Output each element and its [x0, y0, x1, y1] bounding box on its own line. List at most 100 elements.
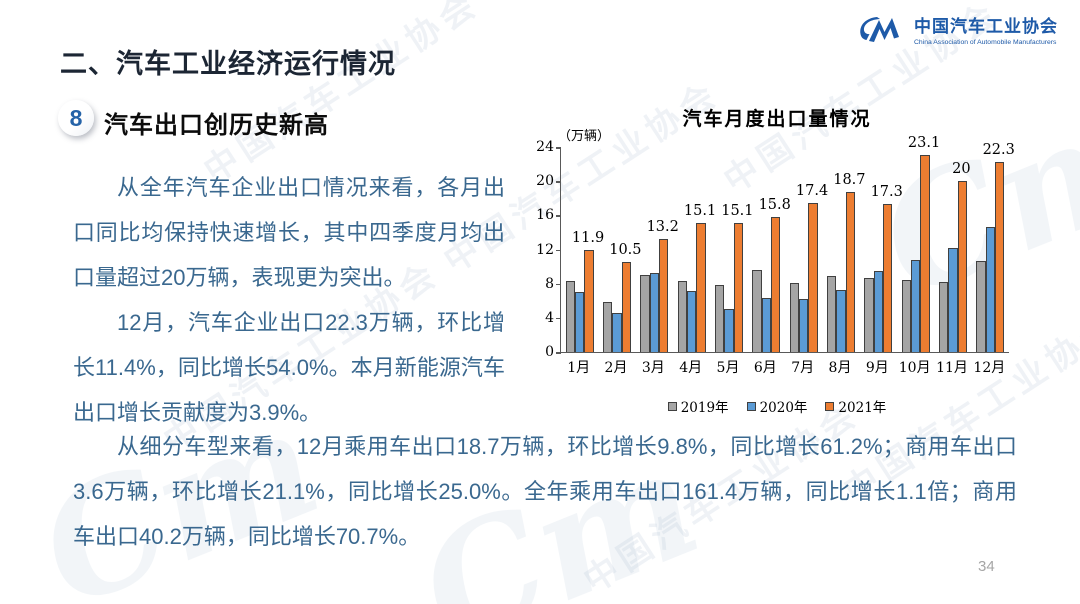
- bar-2020年-10月: [910, 259, 921, 352]
- y-axis-tick-label: 12: [536, 241, 554, 258]
- bar-value-label: 15.8: [758, 197, 791, 214]
- y-axis-tick-label: 8: [545, 275, 554, 292]
- bar-2020年-7月: [798, 299, 809, 352]
- y-axis-tick-mark: [556, 249, 561, 251]
- section-number-badge: 8: [58, 100, 94, 136]
- y-axis-tick-label: 20: [536, 173, 554, 190]
- y-axis-tick-label: 16: [536, 207, 554, 224]
- x-axis-tick-label: 12月: [973, 360, 1006, 376]
- bar-2020年-3月: [649, 273, 660, 352]
- bar-2021年-5月: [733, 223, 744, 352]
- bar-value-label: 13.2: [646, 219, 679, 236]
- topic-heading: 汽车出口创历史新高: [104, 112, 329, 139]
- x-axis-tick-label: 5月: [716, 360, 740, 376]
- legend-swatch: [746, 401, 756, 411]
- x-axis-tick-label: 8月: [828, 360, 852, 376]
- bar-2021年-6月: [771, 217, 781, 352]
- legend-item-2019年: 2019年: [667, 396, 729, 416]
- caam-logo-name-en: China Association of Automobile Manufact…: [914, 39, 1057, 47]
- bar-2019年-3月: [640, 275, 650, 352]
- x-axis-tick-label: 11月: [936, 360, 968, 376]
- bar-value-label: 11.9: [571, 230, 605, 247]
- y-axis-tick-mark: [556, 352, 561, 354]
- chart-unit-label: （万辆）: [558, 129, 611, 144]
- bar-2019年-6月: [752, 270, 762, 352]
- page-number: 34: [978, 558, 995, 575]
- y-axis-tick-mark: [556, 215, 561, 217]
- x-axis-tick-label: 3月: [641, 360, 665, 376]
- watermark-text: 中国汽车工业协会: [197, 0, 487, 191]
- bar-2021年-9月: [883, 204, 893, 352]
- y-axis-tick-label: 24: [536, 139, 554, 155]
- chart-plot-area: [560, 147, 1009, 353]
- bar-value-label: 22.3: [982, 141, 1015, 158]
- x-axis-tick-label: 1月: [567, 360, 591, 376]
- bar-2020年-9月: [873, 270, 884, 352]
- bar-2019年-1月: [565, 281, 575, 352]
- x-axis-tick-label: 2月: [604, 360, 628, 376]
- body-text-bottom: 从细分车型来看，12月乘用车出口18.7万辆，环比增长9.8%，同比增长61.2…: [73, 424, 1017, 559]
- bar-2021年-7月: [808, 203, 818, 352]
- bar-2021年-8月: [845, 192, 856, 352]
- bar-2020年-5月: [724, 309, 734, 352]
- legend-swatch: [667, 401, 677, 411]
- bar-2019年-7月: [789, 282, 799, 352]
- paragraph-december-exports: 12月，汽车企业出口22.3万辆，环比增长11.4%，同比增长54.0%。本月新…: [73, 310, 505, 425]
- x-axis-tick-label: 10月: [898, 360, 931, 376]
- bar-2019年-10月: [901, 280, 911, 352]
- legend-item-2020年: 2020年: [746, 396, 808, 416]
- bar-value-label: 10.5: [609, 242, 642, 259]
- y-axis-tick-label: 0: [545, 344, 554, 360]
- bar-value-label: 20: [952, 161, 971, 178]
- caam-logo-name-cn: 中国汽车工业协会: [914, 17, 1058, 37]
- paragraph-vehicle-segments: 从细分车型来看，12月乘用车出口18.7万辆，环比增长9.8%，同比增长61.2…: [73, 434, 1017, 549]
- paragraph-annual-exports: 从全年汽车企业出口情况来看，各月出口同比均保持快速增长，其中四季度月均出口量超过…: [73, 175, 505, 290]
- chart-legend: 2019年 2020年 2021年: [536, 396, 1018, 416]
- y-axis-tick-mark: [556, 283, 561, 286]
- bar-2020年-11月: [948, 247, 958, 352]
- bar-2020年-4月: [686, 291, 697, 352]
- caam-logo-icon: [854, 12, 906, 53]
- x-axis-tick-label: 7月: [791, 360, 815, 376]
- bar-2021年-3月: [659, 239, 669, 352]
- bar-2019年-8月: [826, 275, 837, 352]
- bar-2020年-1月: [574, 292, 585, 352]
- bar-2019年-5月: [714, 285, 725, 352]
- legend-label: 2019年: [680, 400, 729, 416]
- bar-2019年-2月: [602, 302, 613, 352]
- legend-label: 2020年: [759, 400, 808, 416]
- bar-value-label: 23.1: [907, 134, 941, 151]
- bar-2019年-12月: [976, 260, 986, 352]
- x-axis-tick-label: 4月: [679, 360, 703, 376]
- bar-2021年-11月: [957, 181, 968, 352]
- x-axis-tick-label: 6月: [753, 360, 777, 376]
- y-axis-tick-mark: [556, 147, 561, 149]
- bar-2019年-4月: [677, 281, 687, 352]
- bar-2019年-9月: [864, 277, 874, 352]
- bar-2020年-12月: [985, 227, 996, 352]
- bar-2021年-1月: [584, 250, 594, 352]
- caam-logo: 中国汽车工业协会 China Association of Automobile…: [854, 12, 1058, 53]
- legend-item-2021年: 2021年: [825, 396, 886, 416]
- bar-2019年-11月: [938, 281, 949, 352]
- bar-2020年-8月: [836, 289, 846, 352]
- body-text-column: 从全年汽车企业出口情况来看，各月出口同比均保持快速增长，其中四季度月均出口量超过…: [73, 165, 505, 435]
- bar-2021年-2月: [621, 262, 632, 352]
- y-axis-tick-mark: [556, 317, 561, 320]
- x-axis-tick-label: 9月: [865, 360, 889, 376]
- legend-swatch: [825, 401, 835, 411]
- y-axis-tick-mark: [556, 181, 561, 183]
- bar-2021年-4月: [696, 223, 706, 352]
- chart-title: 汽车月度出口量情况: [682, 108, 872, 130]
- monthly-export-bar-chart: 汽车月度出口量情况 （万辆） 2019年 2020年 2021年 0 4 8 12 16 20…: [536, 98, 1018, 430]
- legend-label: 2021年: [838, 400, 887, 416]
- bar-2020年-2月: [612, 312, 622, 352]
- bar-value-label: 17.4: [795, 183, 829, 200]
- y-axis-tick-label: 4: [545, 309, 554, 326]
- bar-value-label: 15.1: [683, 203, 717, 220]
- slide-section-title: 二、汽车工业经济运行情况: [60, 49, 396, 79]
- bar-2021年-10月: [920, 154, 930, 352]
- bar-2021年-12月: [995, 161, 1005, 352]
- bar-value-label: 15.1: [721, 203, 754, 220]
